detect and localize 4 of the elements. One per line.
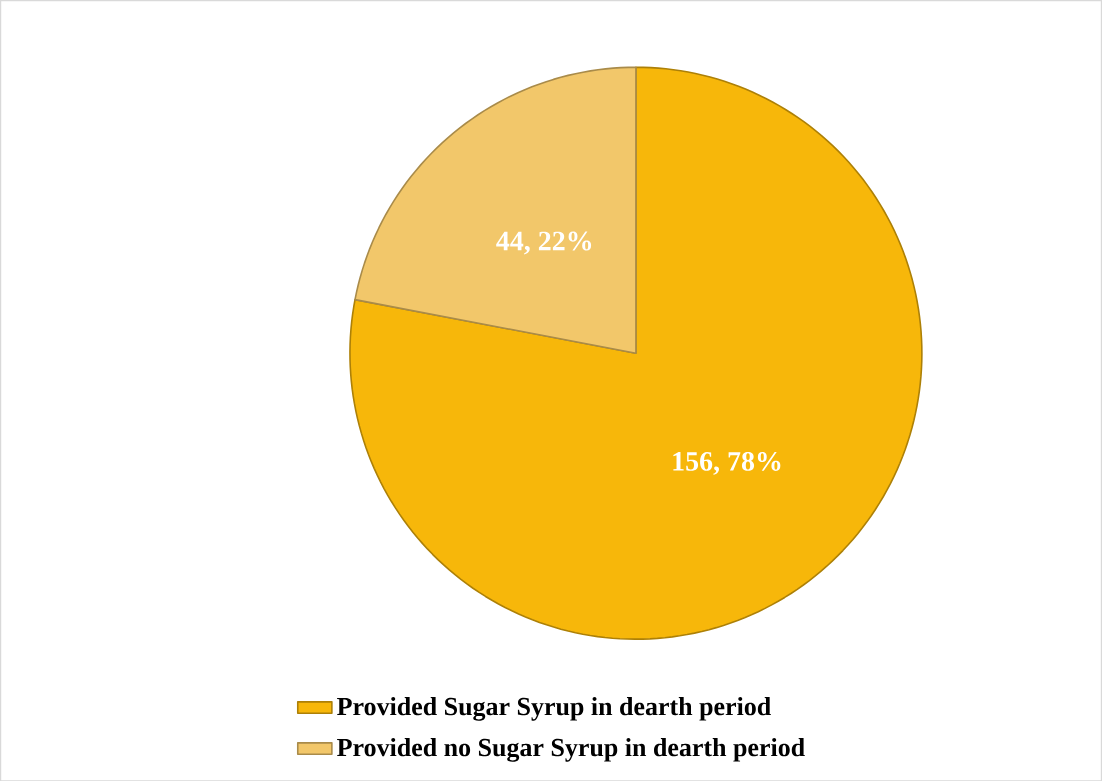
legend-label: Provided Sugar Syrup in dearth period	[337, 696, 771, 721]
legend-label: Provided no Sugar Syrup in dearth period	[337, 737, 805, 762]
data-label: 44, 22%	[496, 231, 592, 255]
data-label: 156, 78%	[673, 451, 781, 475]
